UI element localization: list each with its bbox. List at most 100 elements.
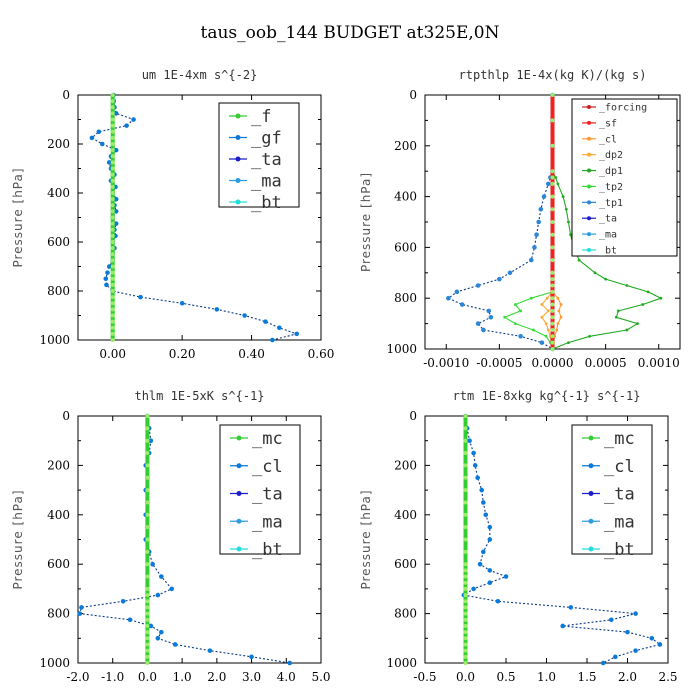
data-point <box>557 309 561 313</box>
x-tick-label: 0.0000 <box>532 356 574 370</box>
data-point <box>463 605 468 610</box>
panel-title: thlm 1E-5xK s^{-1} <box>134 389 264 403</box>
data-point <box>463 549 468 554</box>
y-tick-label: 400 <box>394 190 417 204</box>
data-point <box>463 661 468 665</box>
x-tick-label: 0.00 <box>99 347 126 361</box>
data-point <box>487 537 493 542</box>
data-point <box>463 414 468 418</box>
y-tick-label: 600 <box>47 557 70 571</box>
data-point <box>287 660 293 666</box>
x-tick-label: 2.0 <box>618 670 637 684</box>
data-point <box>145 574 150 579</box>
data-point <box>145 654 150 659</box>
legend-label: _tp1 <box>599 198 623 209</box>
legend-label: _gf <box>251 129 282 149</box>
legend-box <box>219 424 301 555</box>
data-point <box>145 475 150 480</box>
panel-title: um 1E-4xm s^{-2} <box>142 68 258 82</box>
y-axis-label: Pressure [hPa] <box>11 167 25 267</box>
y-tick-label: 0 <box>62 409 70 423</box>
legend-label: _bt <box>252 540 283 560</box>
legend-label: _ma <box>252 512 283 532</box>
x-tick-label: 3.0 <box>242 670 261 684</box>
data-point <box>113 147 119 153</box>
data-point <box>172 642 178 647</box>
panel-1: um 1E-4xm s^{-2} Pressure [hPa] 0 200 400 600… <box>11 68 334 361</box>
data-point <box>604 277 608 281</box>
data-point <box>588 334 592 338</box>
data-point <box>550 245 555 250</box>
data-point <box>550 194 555 199</box>
data-point <box>148 623 154 629</box>
data-point <box>145 593 150 598</box>
data-point <box>550 207 555 212</box>
data-point <box>110 227 115 232</box>
legend-label: _bt <box>251 193 282 213</box>
data-point <box>145 599 150 604</box>
legend-marker <box>587 216 591 221</box>
series-tp1 <box>446 92 555 352</box>
data-point <box>550 347 555 351</box>
y-tick-label: 200 <box>394 139 417 153</box>
data-point <box>550 321 555 326</box>
data-point <box>110 301 115 306</box>
data-point <box>649 636 655 641</box>
data-point <box>560 623 565 629</box>
data-point <box>550 220 555 224</box>
legend-label: _mc <box>252 429 283 449</box>
data-point <box>110 282 115 287</box>
data-point <box>540 315 544 319</box>
legend-marker <box>236 491 242 496</box>
data-point <box>625 284 629 287</box>
y-tick-label: 600 <box>394 557 417 571</box>
data-point <box>463 562 468 567</box>
data-point <box>550 258 555 263</box>
data-point <box>593 271 597 275</box>
x-tick-label: -0.0010 <box>423 356 469 370</box>
data-point <box>179 300 185 306</box>
data-point <box>138 294 143 300</box>
data-point <box>555 328 559 332</box>
data-point <box>532 245 537 250</box>
data-point <box>550 283 555 288</box>
legend-label: _cl <box>252 457 283 477</box>
data-point <box>270 337 275 343</box>
y-tick-label: 200 <box>47 458 70 472</box>
x-tick-label: 1.0 <box>173 670 192 684</box>
y-tick-label: 1000 <box>386 656 417 670</box>
legend: _mc _cl _ta _ma _bt <box>219 424 301 560</box>
data-point <box>503 315 507 319</box>
data-point <box>127 617 133 623</box>
data-point <box>567 341 570 345</box>
data-point <box>110 338 115 342</box>
legend-marker <box>588 491 594 496</box>
y-tick-label: 800 <box>394 291 417 305</box>
data-point <box>145 438 150 443</box>
series-mc <box>463 414 468 665</box>
data-point <box>110 240 115 244</box>
data-point <box>110 221 115 226</box>
legend-marker <box>588 518 594 524</box>
y-tick-label: 200 <box>394 458 417 472</box>
legend-label: _ta <box>599 214 617 225</box>
series-tp2 <box>503 93 554 351</box>
data-point <box>145 623 150 628</box>
data-point <box>613 654 618 660</box>
data-point <box>467 438 472 444</box>
y-tick-label: 1000 <box>39 333 70 347</box>
legend-label: _ta <box>251 150 282 170</box>
panel-3: thlm 1E-5xK s^{-1} Pressure [hPa] 0 200 400 6… <box>11 389 331 684</box>
data-point <box>463 611 468 616</box>
data-point <box>145 451 150 456</box>
x-tick-label: 0.0 <box>456 670 475 684</box>
data-point <box>110 154 115 159</box>
y-tick-label: 1000 <box>39 656 70 670</box>
data-point <box>263 319 268 324</box>
data-point <box>657 642 663 647</box>
data-point <box>110 142 115 146</box>
y-tick-label: 800 <box>47 607 70 621</box>
data-point <box>145 488 150 493</box>
data-point <box>577 258 581 262</box>
legend-marker <box>236 546 242 552</box>
